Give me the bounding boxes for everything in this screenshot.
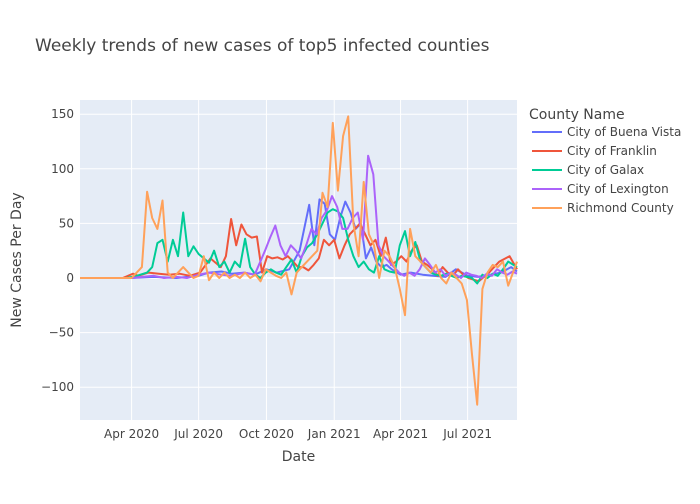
plot-area: [80, 100, 517, 420]
legend-item-city-of-lexington[interactable]: City of Lexington: [532, 182, 669, 196]
y-tick-label: 0: [66, 271, 74, 285]
x-tick-label: Apr 2020: [104, 427, 159, 441]
series-line-city-of-buena-vista: [80, 198, 518, 279]
legend-item-richmond-county[interactable]: Richmond County: [532, 201, 674, 215]
x-tick-label: Jul 2020: [173, 427, 223, 441]
x-tick-label: Jul 2021: [442, 427, 492, 441]
legend-item-city-of-galax[interactable]: City of Galax: [532, 163, 644, 177]
y-tick-label: 150: [51, 107, 74, 121]
legend-label: City of Buena Vista: [567, 125, 681, 139]
x-axis-title: Date: [282, 449, 315, 465]
series-line-richmond-county: [80, 115, 518, 406]
legend-title: County Name: [529, 107, 625, 123]
legend: County Name City of Buena Vista City of F…: [529, 107, 681, 215]
x-tick-label: Apr 2021: [373, 427, 428, 441]
legend-items: City of Buena Vista City of Franklin City …: [532, 125, 681, 215]
y-tick-label: 50: [59, 216, 74, 230]
legend-item-city-of-franklin[interactable]: City of Franklin: [532, 144, 657, 158]
legend-label: City of Franklin: [567, 144, 657, 158]
x-tick-label: Jan 2021: [307, 427, 361, 441]
series-lines: [80, 115, 518, 406]
legend-label: City of Lexington: [567, 182, 669, 196]
chart-title: Weekly trends of new cases of top5 infec…: [35, 36, 490, 56]
y-tick-label: 100: [51, 162, 74, 176]
legend-item-city-of-buena-vista[interactable]: City of Buena Vista: [532, 125, 681, 139]
y-axis-title: New Cases Per Day: [9, 192, 25, 327]
legend-label: City of Galax: [567, 163, 644, 177]
y-tick-label: −100: [41, 380, 74, 394]
legend-label: Richmond County: [567, 201, 674, 215]
tick-labels: Apr 2020 Jul 2020 Oct 2020 Jan 2021 Apr 2021…: [41, 107, 492, 441]
x-tick-label: Oct 2020: [239, 427, 294, 441]
y-tick-label: −50: [49, 326, 74, 340]
